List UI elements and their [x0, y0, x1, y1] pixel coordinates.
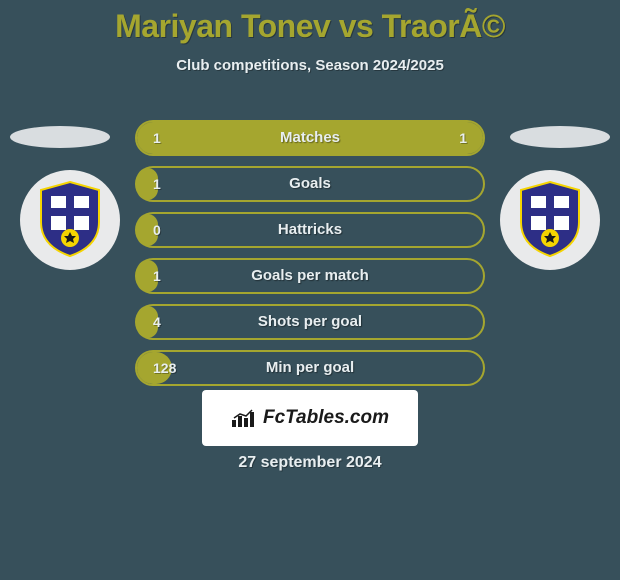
shield-icon: [517, 180, 583, 258]
stat-row: 128Min per goal: [135, 350, 485, 386]
stats-list: 1Matches1 1Goals 0Hattricks 1Goals per matc…: [135, 120, 485, 396]
logo-label: FcTables.com: [263, 407, 389, 429]
club-badge-left: [20, 170, 120, 270]
comparison-date: 27 september 2024: [0, 454, 620, 472]
stat-label: Matches: [137, 122, 483, 154]
club-badge-right: [500, 170, 600, 270]
stat-row: 1Matches1: [135, 120, 485, 156]
stat-row: 1Goals: [135, 166, 485, 202]
stat-label: Hattricks: [137, 214, 483, 246]
logo-text: FcTables.com: [231, 407, 389, 429]
comparison-title: Mariyan Tonev vs TraorÃ©: [0, 8, 620, 45]
stat-row: 0Hattricks: [135, 212, 485, 248]
comparison-subtitle: Club competitions, Season 2024/2025: [0, 57, 620, 74]
stat-row: 4Shots per goal: [135, 304, 485, 340]
shield-icon: [37, 180, 103, 258]
stat-label: Shots per goal: [137, 306, 483, 338]
stat-label: Goals: [137, 168, 483, 200]
player-photo-left: [10, 126, 110, 148]
stat-row: 1Goals per match: [135, 258, 485, 294]
logo-chart-icon: [231, 408, 259, 428]
fctables-logo: FcTables.com: [202, 390, 418, 446]
stat-label: Goals per match: [137, 260, 483, 292]
player-photo-right: [510, 126, 610, 148]
stat-label: Min per goal: [137, 352, 483, 384]
